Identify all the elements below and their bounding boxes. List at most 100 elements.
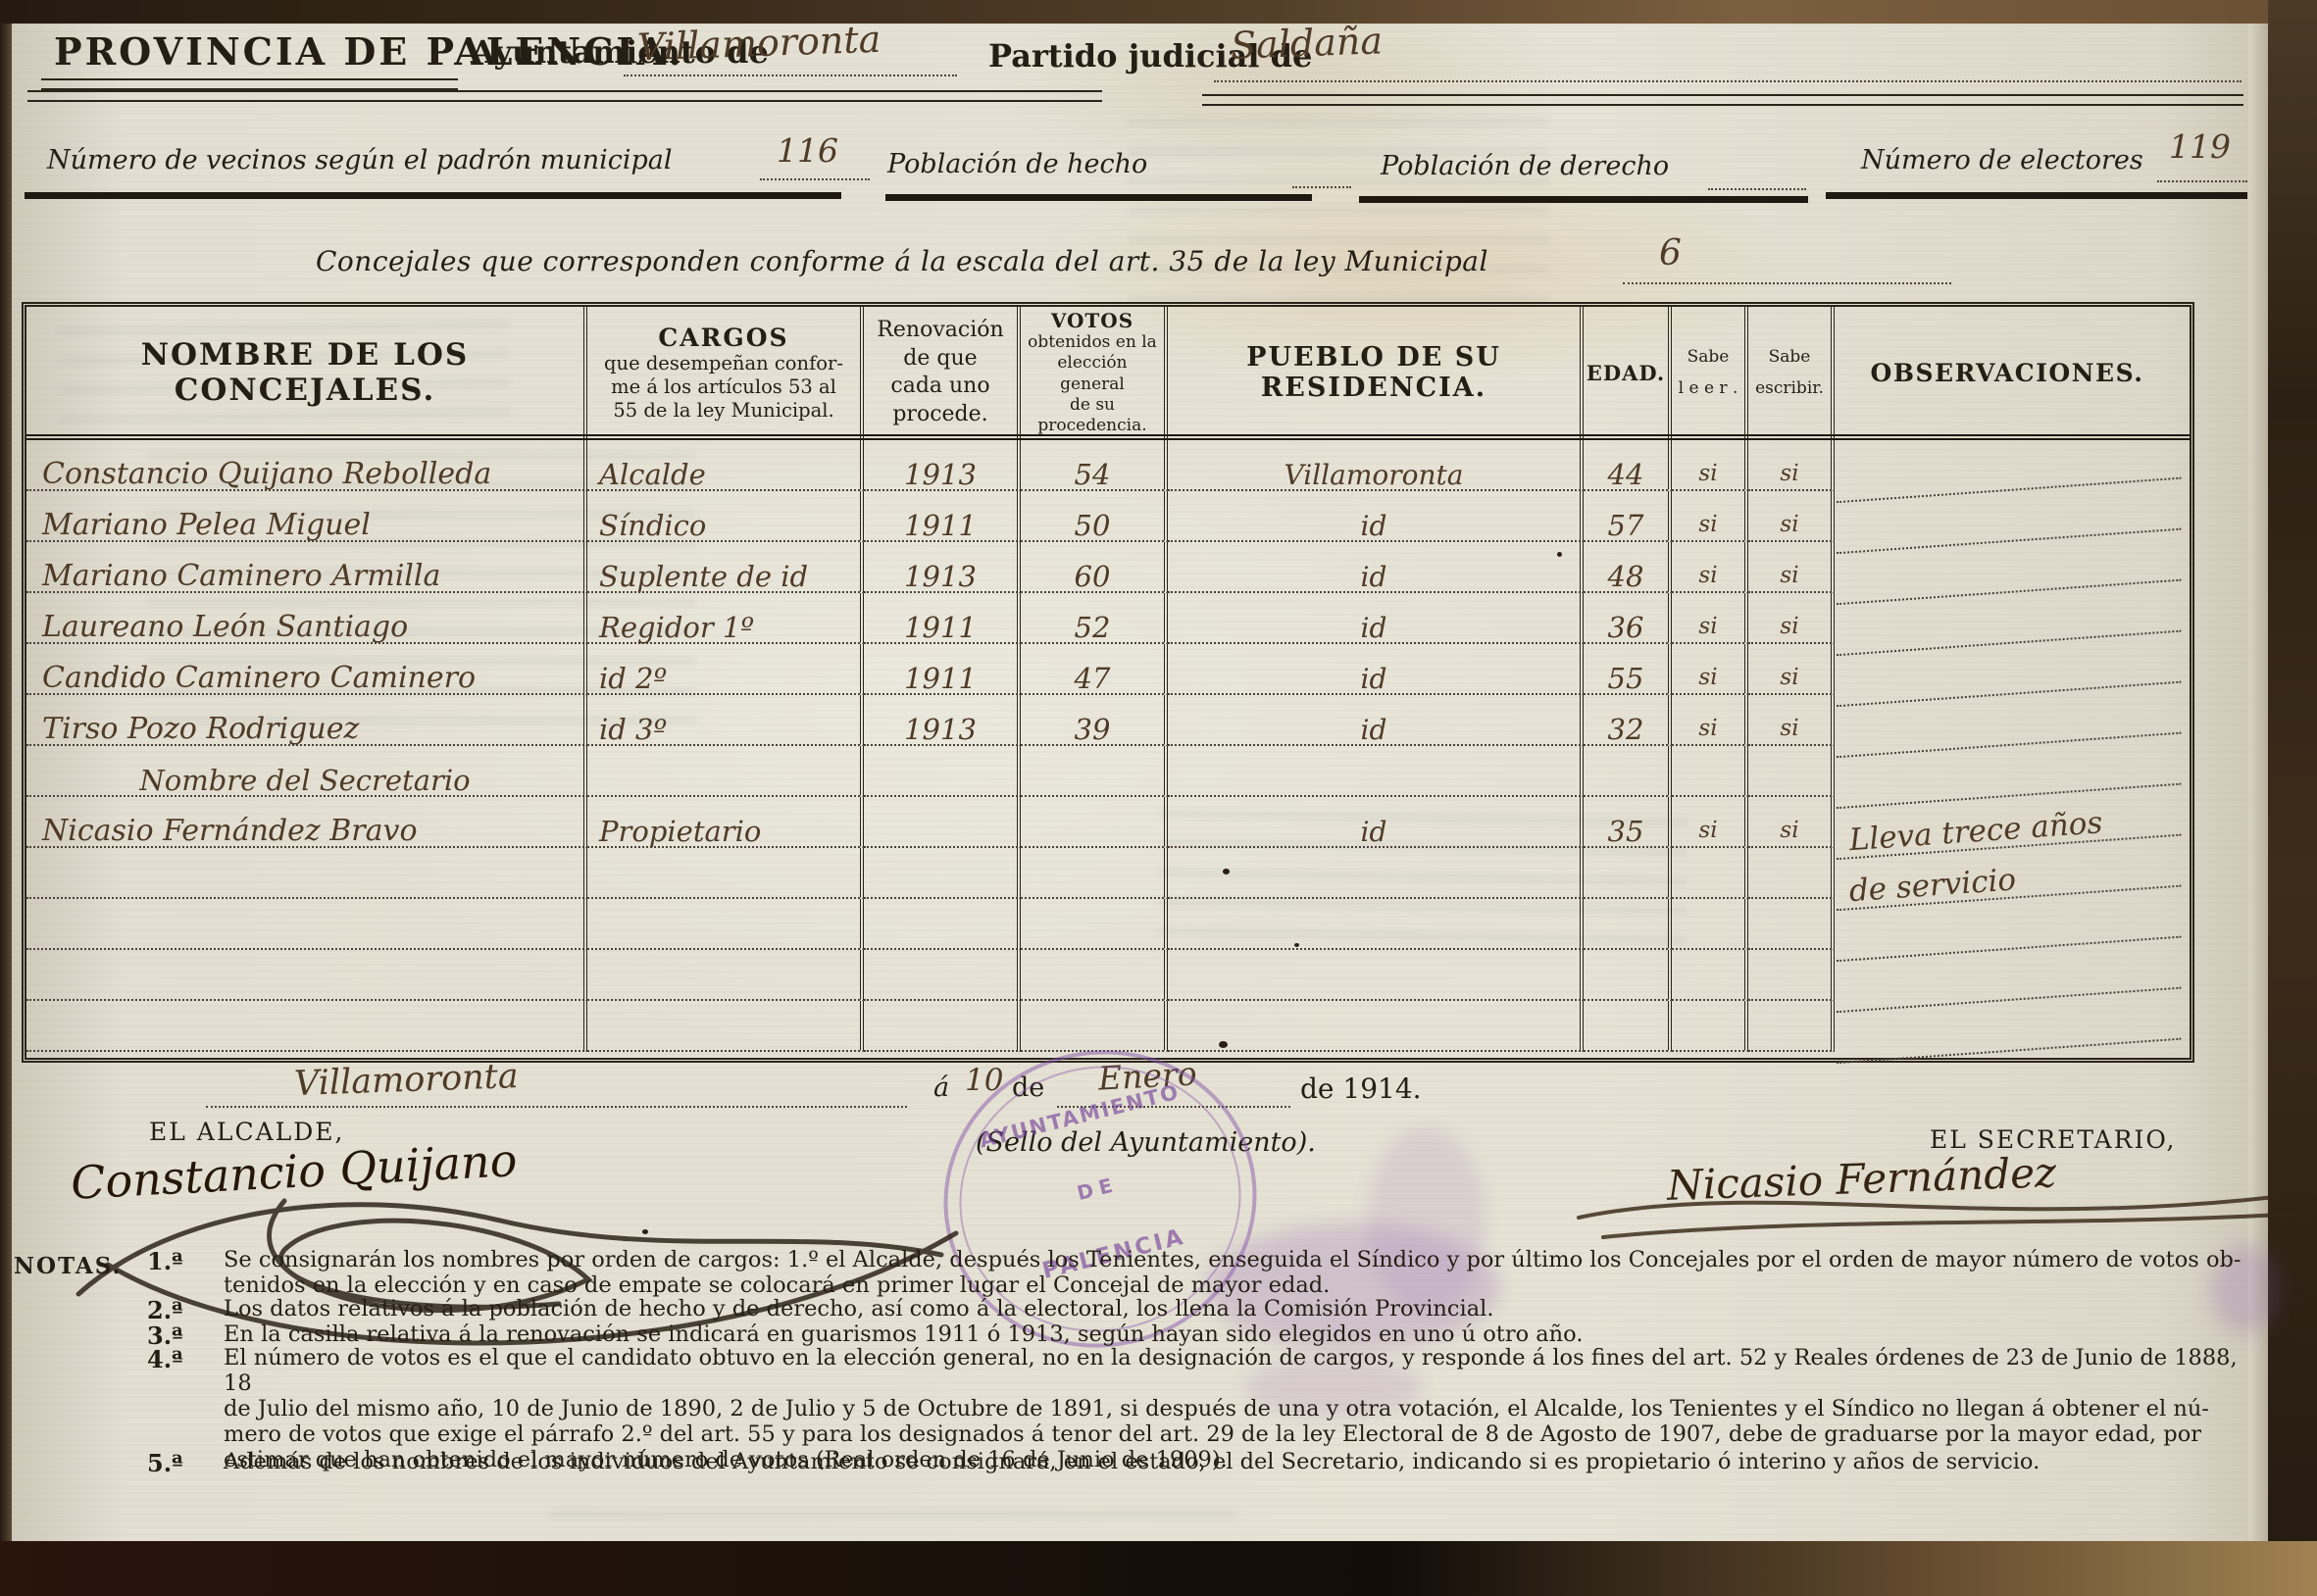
table-cell-escribe bbox=[1748, 848, 1835, 899]
table-cell-lee: si bbox=[1672, 491, 1748, 542]
table-cell-cargo: Alcalde bbox=[587, 440, 864, 491]
ayuntamiento-label: Ayuntamiento de bbox=[471, 33, 769, 71]
table-cell-edad bbox=[1584, 899, 1672, 950]
table-cell-pueblo: id bbox=[1168, 797, 1584, 848]
header-rule-left bbox=[27, 90, 1102, 102]
nota-number: 5.ª bbox=[147, 1449, 183, 1477]
table-cell-lee: si bbox=[1672, 797, 1748, 848]
nota-text: Se consignarán los nombres por orden de … bbox=[224, 1247, 2241, 1298]
page-edge-strip bbox=[2248, 24, 2268, 1545]
table-cell-cargo bbox=[587, 1001, 864, 1052]
partido-judicial-label: Partido judicial de bbox=[988, 37, 1313, 75]
dateline-month-dotted-line bbox=[1057, 1106, 1290, 1108]
table-cell-lee: si bbox=[1672, 542, 1748, 593]
header-rule-right bbox=[1202, 94, 2243, 106]
table-cell-edad: 57 bbox=[1584, 491, 1672, 542]
partido-judicial-value-handwritten: Saldaña bbox=[1230, 19, 1384, 68]
table-cell-cargo: Regidor 1º bbox=[587, 593, 864, 644]
table-cell-pueblo: id bbox=[1168, 542, 1584, 593]
table-cell-lee: si bbox=[1672, 593, 1748, 644]
nota-text: El número de votos es el que el candidat… bbox=[224, 1345, 2238, 1472]
dateline-place-dotted-line bbox=[206, 1106, 907, 1108]
table-body: Constancio Quijano Rebolleda Alcalde 1913 5… bbox=[26, 427, 2190, 1065]
sello-ayuntamiento-label: (Sello del Ayuntamiento). bbox=[976, 1127, 1316, 1158]
table-cell-escribe: si bbox=[1748, 695, 1835, 746]
table-cell-renovacion: 1911 bbox=[864, 491, 1021, 542]
table-cell-edad: 48 bbox=[1584, 542, 1672, 593]
vecinos-label: Número de vecinos según el padrón munici… bbox=[47, 145, 673, 175]
nota-item: 4.ª El número de votos es el que el cand… bbox=[147, 1345, 2245, 1472]
table-cell-votos: 54 bbox=[1021, 440, 1168, 491]
cargos-title: CARGOS bbox=[658, 323, 789, 352]
nota-text: Los datos relativos á la población de he… bbox=[224, 1296, 1494, 1322]
table-cell-pueblo bbox=[1168, 1001, 1584, 1052]
book-binding-top bbox=[0, 0, 2317, 24]
secretario-label: EL SECRETARIO, bbox=[1930, 1125, 2177, 1154]
table-cell-cargo: Propietario bbox=[587, 797, 864, 848]
ink-speck bbox=[1294, 943, 1299, 947]
table-cell-votos: 60 bbox=[1021, 542, 1168, 593]
concejales-escala-label: Concejales que corresponden conforme á l… bbox=[316, 245, 1488, 277]
ink-smudge bbox=[1368, 1127, 1486, 1314]
table-cell-nombre: Candido Caminero Caminero bbox=[26, 644, 587, 695]
table-cell-renovacion bbox=[864, 950, 1021, 1001]
table-cell-votos bbox=[1021, 797, 1168, 848]
table-cell-escribe bbox=[1748, 746, 1835, 797]
table-cell-lee bbox=[1672, 848, 1748, 899]
table-cell-escribe: si bbox=[1748, 542, 1835, 593]
table-cell-nombre: Mariano Pelea Miguel bbox=[26, 491, 587, 542]
ink-speck bbox=[1219, 1041, 1228, 1048]
dateline-place-handwritten: Villamoronta bbox=[293, 1057, 520, 1104]
table-cell-cargo: Suplente de id bbox=[587, 542, 864, 593]
table-cell-nombre: Constancio Quijano Rebolleda bbox=[26, 440, 587, 491]
table-cell-escribe bbox=[1748, 950, 1835, 1001]
table-cell-cargo bbox=[587, 848, 864, 899]
table-cell-renovacion bbox=[864, 797, 1021, 848]
table-cell-votos bbox=[1021, 1001, 1168, 1052]
table-cell-pueblo: id bbox=[1168, 593, 1584, 644]
col-header-pueblo: PUEBLO DE SU RESIDENCIA. bbox=[1168, 307, 1584, 439]
col-header-votos: VOTOS obtenidos en la elección general d… bbox=[1021, 307, 1168, 439]
nota-item: 2.ª Los datos relativos á la población d… bbox=[147, 1296, 2245, 1324]
votos-title: VOTOS bbox=[1050, 309, 1134, 332]
dateline-a: á bbox=[933, 1072, 950, 1103]
table-cell-votos: 52 bbox=[1021, 593, 1168, 644]
table-cell-edad: 35 bbox=[1584, 797, 1672, 848]
votos-subtitle: obtenidos en la elección general de su p… bbox=[1028, 332, 1157, 435]
concejales-escala-value-handwritten: 6 bbox=[1659, 233, 1682, 274]
table-cell-nombre bbox=[26, 1001, 587, 1052]
table-cell-escribe: si bbox=[1748, 491, 1835, 542]
table-cell-pueblo bbox=[1168, 950, 1584, 1001]
vecinos-value-handwritten: 116 bbox=[777, 131, 838, 170]
book-binding-left bbox=[0, 24, 12, 1541]
nota-number: 1.ª bbox=[147, 1247, 183, 1275]
ink-smudge bbox=[2211, 1245, 2280, 1333]
table-cell-pueblo: id bbox=[1168, 695, 1584, 746]
vecinos-dotted-line bbox=[760, 178, 870, 180]
table-cell-cargo: id 3º bbox=[587, 695, 864, 746]
table-cell-cargo bbox=[587, 899, 864, 950]
rule-under-electores bbox=[1826, 192, 2247, 199]
nota-item: 3.ª En la casilla relativa á la renovaci… bbox=[147, 1322, 2245, 1350]
nota-item: 5.ª Además de los nombres de los individ… bbox=[147, 1449, 2245, 1477]
table-cell-pueblo bbox=[1168, 746, 1584, 797]
rule-under-vecinos bbox=[25, 192, 841, 199]
poblacion-hecho-dotted-line bbox=[1292, 186, 1351, 188]
table-cell-nombre bbox=[26, 848, 587, 899]
table-cell-renovacion: 1913 bbox=[864, 440, 1021, 491]
ink-speck bbox=[642, 1229, 648, 1234]
table-cell-nombre: Nombre del Secretario bbox=[26, 746, 587, 797]
table-cell-nombre bbox=[26, 950, 587, 1001]
table-cell-escribe: si bbox=[1748, 440, 1835, 491]
table-cell-nombre: Mariano Caminero Armilla bbox=[26, 542, 587, 593]
col-header-edad: EDAD. bbox=[1584, 307, 1672, 439]
table-cell-edad: 44 bbox=[1584, 440, 1672, 491]
table-cell-renovacion: 1913 bbox=[864, 695, 1021, 746]
nota-number: 4.ª bbox=[147, 1345, 183, 1373]
table-cell-escribe: si bbox=[1748, 797, 1835, 848]
table-header-row: NOMBRE DE LOS CONCEJALES. CARGOS que des… bbox=[26, 307, 2190, 440]
ink-speck bbox=[1223, 869, 1230, 874]
table-cell-renovacion bbox=[864, 899, 1021, 950]
table-cell-votos: 39 bbox=[1021, 695, 1168, 746]
table-cell-pueblo: id bbox=[1168, 491, 1584, 542]
